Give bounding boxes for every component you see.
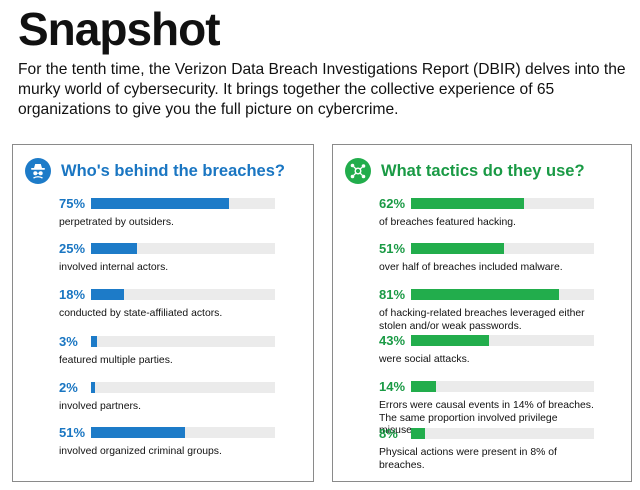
bar-value-label: 51% — [379, 240, 406, 256]
bar — [91, 381, 95, 393]
bar-value-label: 51% — [59, 424, 86, 440]
bar-description: involved partners. — [59, 401, 142, 412]
bar-value-label: 62% — [379, 195, 406, 211]
bar-track — [91, 335, 275, 347]
bar-track — [91, 288, 275, 300]
bar-track — [410, 380, 594, 392]
bar-value-label: 25% — [59, 240, 86, 256]
bar-value-label: 43% — [379, 332, 406, 348]
bar-value-label: 75% — [59, 195, 86, 211]
bar-value-label: 2% — [59, 379, 78, 395]
actor-item: 18% conducted by state-affiliated actors… — [59, 286, 279, 321]
bar-track — [410, 197, 594, 209]
actor-item: 2% involved partners. — [59, 379, 279, 414]
bar — [410, 427, 426, 439]
tactics-panel-header: What tactics do they use? — [345, 157, 585, 185]
bar-description: were social attacks. — [379, 354, 470, 365]
tactic-item: 43% were social attacks. — [379, 332, 594, 367]
tactic-item: 51% over half of breaches included malwa… — [379, 240, 594, 275]
actors-panel-header: Who's behind the breaches? — [25, 157, 285, 185]
bar-description: of breaches featured hacking. — [379, 217, 516, 228]
tactics-panel: What tactics do they use? 62% of breache… — [332, 144, 632, 482]
bar — [410, 380, 437, 392]
actor-item: 3% featured multiple parties. — [59, 333, 279, 368]
bar-description: involved internal actors. — [59, 262, 169, 273]
bar-value-label: 81% — [379, 286, 406, 302]
bar-description: perpetrated by outsiders. — [59, 217, 174, 228]
bar-description: Physical actions were present in 8% of b… — [379, 447, 557, 471]
bar — [410, 242, 505, 254]
bar-description: involved organized criminal groups. — [59, 446, 222, 457]
bar — [91, 426, 185, 438]
bar-track — [410, 427, 594, 439]
bar-description: featured multiple parties. — [59, 355, 173, 366]
intro-paragraph: For the tenth time, the Verizon Data Bre… — [18, 61, 626, 118]
tactic-item: 8% Physical actions were present in 8% o… — [379, 425, 594, 472]
actor-item: 25% involved internal actors. — [59, 240, 279, 275]
bar-description: over half of breaches included malware. — [379, 262, 563, 273]
bar-value-label: 14% — [379, 378, 406, 394]
tactics-panel-title: What tactics do they use? — [381, 161, 585, 180]
bar-track — [410, 288, 594, 300]
bar-value-label: 3% — [59, 333, 78, 349]
bar-description: conducted by state-affiliated actors. — [59, 308, 223, 319]
actor-item: 51% involved organized criminal groups. — [59, 424, 279, 459]
tactic-item: 81% of hacking-related breaches leverage… — [379, 286, 594, 333]
page-title: Snapshot — [18, 3, 221, 55]
bar-track — [91, 197, 275, 209]
bar-description: Errors were causal events in 14% of brea… — [379, 400, 594, 436]
bar-track — [91, 426, 275, 438]
bar-description: of hacking-related breaches leveraged ei… — [379, 308, 585, 332]
bar — [410, 197, 525, 209]
spy-icon — [25, 158, 51, 184]
bar-track — [410, 334, 594, 346]
bar-value-label: 18% — [59, 286, 86, 302]
bar — [91, 335, 97, 347]
actor-item: 75% perpetrated by outsiders. — [59, 195, 279, 230]
bar-value-label: 8% — [379, 425, 398, 441]
bar — [410, 288, 560, 300]
network-icon — [345, 158, 371, 184]
bar — [91, 288, 125, 300]
actors-panel: Who's behind the breaches? 75% perpetrat… — [12, 144, 314, 482]
bar — [91, 242, 137, 254]
tactic-item: 62% of breaches featured hacking. — [379, 195, 594, 230]
bar — [91, 197, 229, 209]
bar — [410, 334, 490, 346]
tactic-item: 14% Errors were causal events in 14% of … — [379, 378, 594, 438]
bar-track — [410, 242, 594, 254]
bar-track — [91, 381, 275, 393]
actors-panel-title: Who's behind the breaches? — [61, 161, 285, 180]
bar-track — [91, 242, 275, 254]
